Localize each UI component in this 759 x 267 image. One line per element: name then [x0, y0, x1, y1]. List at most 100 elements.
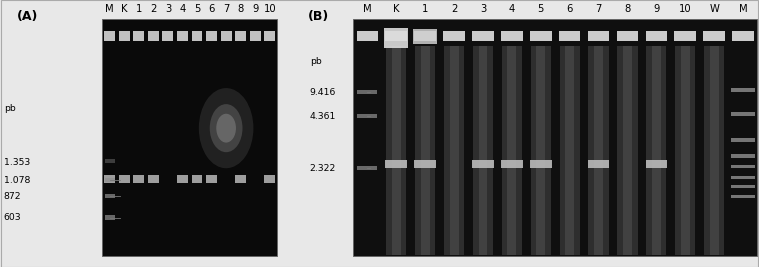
Bar	[587, 160, 609, 168]
Bar	[353, 19, 757, 256]
Bar	[221, 31, 231, 41]
Text: 3: 3	[165, 4, 171, 14]
Bar	[594, 46, 603, 255]
Bar	[472, 31, 494, 41]
Text: pb: pb	[4, 104, 15, 113]
Text: 7: 7	[223, 4, 229, 14]
Bar	[472, 160, 494, 168]
Bar	[681, 46, 690, 255]
Bar	[357, 166, 377, 170]
Bar	[384, 28, 408, 48]
Text: K: K	[121, 4, 128, 14]
Text: 2: 2	[150, 4, 156, 14]
Bar	[386, 46, 406, 255]
Bar	[652, 46, 661, 255]
Bar	[645, 160, 667, 168]
Text: M: M	[363, 4, 372, 14]
Text: 1.353: 1.353	[4, 158, 30, 167]
Bar	[235, 175, 246, 183]
Bar	[732, 185, 754, 188]
Bar	[646, 46, 666, 255]
Bar	[392, 46, 401, 255]
Bar	[119, 31, 130, 41]
Text: 1: 1	[422, 4, 428, 14]
Bar	[645, 31, 667, 41]
Bar	[357, 90, 377, 94]
Bar	[732, 195, 754, 198]
Bar	[704, 46, 724, 255]
Bar	[501, 31, 523, 41]
Bar	[357, 114, 377, 118]
Bar	[675, 46, 695, 255]
Bar	[732, 88, 754, 92]
Bar	[177, 31, 188, 41]
Text: 603: 603	[4, 213, 21, 222]
Bar	[675, 31, 696, 41]
Text: M: M	[739, 4, 748, 14]
Text: 3: 3	[480, 4, 486, 14]
Ellipse shape	[209, 104, 242, 152]
Bar	[104, 31, 115, 41]
Bar	[559, 31, 581, 41]
Bar	[732, 138, 754, 142]
Text: 8: 8	[238, 4, 244, 14]
Bar	[414, 31, 436, 41]
Bar	[565, 46, 574, 255]
Text: 9.416: 9.416	[310, 88, 336, 97]
Text: 10: 10	[263, 4, 276, 14]
Bar	[386, 160, 407, 168]
Text: 4: 4	[509, 4, 515, 14]
Bar	[531, 46, 551, 255]
Text: 10: 10	[679, 4, 691, 14]
Bar	[559, 46, 580, 255]
Bar	[473, 46, 493, 255]
Bar	[623, 46, 632, 255]
Bar	[616, 31, 638, 41]
Bar	[530, 160, 552, 168]
Bar	[105, 178, 115, 182]
Bar	[102, 19, 277, 256]
Bar	[264, 175, 276, 183]
Bar	[206, 175, 217, 183]
Text: 7: 7	[595, 4, 602, 14]
Bar	[191, 31, 203, 41]
Text: 872: 872	[4, 192, 21, 201]
Bar	[162, 31, 173, 41]
Ellipse shape	[199, 88, 254, 168]
Bar	[105, 159, 115, 163]
Text: 6: 6	[209, 4, 215, 14]
Bar	[501, 160, 523, 168]
Text: (A): (A)	[17, 10, 38, 22]
Bar	[415, 46, 436, 255]
Bar	[250, 31, 260, 41]
Bar	[206, 31, 217, 41]
Bar	[732, 176, 754, 179]
Text: (B): (B)	[307, 10, 329, 22]
Bar	[502, 46, 522, 255]
Bar	[119, 175, 130, 183]
Bar	[134, 175, 144, 183]
Text: M: M	[106, 4, 114, 14]
Bar	[444, 46, 465, 255]
Text: 8: 8	[625, 4, 631, 14]
Text: 4: 4	[179, 4, 186, 14]
Text: 5: 5	[537, 4, 544, 14]
Bar	[478, 46, 487, 255]
Bar	[414, 160, 436, 168]
Bar	[732, 165, 754, 168]
Bar	[710, 46, 719, 255]
Bar	[413, 29, 437, 44]
Bar	[177, 175, 188, 183]
Bar	[537, 46, 545, 255]
Bar	[617, 46, 638, 255]
Text: 9: 9	[252, 4, 258, 14]
Text: 2: 2	[451, 4, 457, 14]
Bar	[148, 31, 159, 41]
Text: 4.361: 4.361	[310, 112, 336, 121]
Bar	[587, 31, 609, 41]
Bar	[264, 31, 276, 41]
Bar	[443, 31, 465, 41]
Bar	[420, 46, 430, 255]
Text: 6: 6	[566, 4, 573, 14]
Bar	[530, 31, 552, 41]
